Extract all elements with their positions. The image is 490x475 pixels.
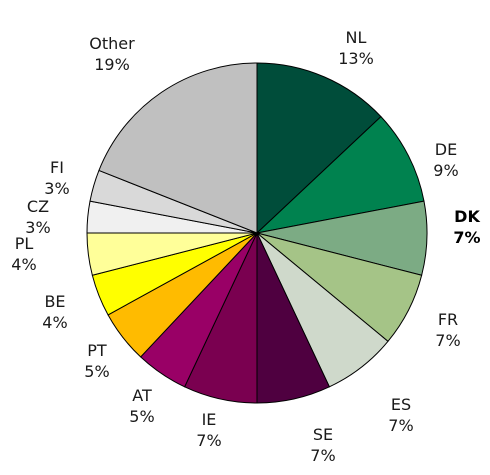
pie-label-percent: 3% [44,179,69,198]
pie-label-pl: PL 4% [11,234,36,274]
pie-label-other: Other 19% [89,34,135,74]
pie-label-country: DK [454,207,480,226]
pie-labels: NL 13% DE 9% DK 7% FR 7% ES 7% SE 7% IE 7% AT 5% PT 5% BE 4… [11,28,480,465]
pie-label-percent: 5% [84,362,109,381]
pie-slices [86,62,428,404]
pie-label-country: AT [132,386,152,405]
pie-label-country: SE [313,425,333,444]
pie-label-at: AT 5% [129,386,154,426]
pie-label-pt: PT 5% [84,341,109,381]
pie-label-fr: FR 7% [435,310,460,350]
pie-label-percent: 4% [42,313,67,332]
pie-label-dk: DK 7% [453,207,480,247]
pie-label-percent: 4% [11,255,36,274]
pie-label-percent: 7% [196,431,221,450]
pie-label-percent: 7% [453,228,480,247]
pie-label-country: PL [15,234,34,253]
pie-label-percent: 9% [433,161,458,180]
pie-label-ie: IE 7% [196,410,221,450]
pie-label-percent: 7% [435,331,460,350]
pie-label-country: Other [89,34,135,53]
pie-label-nl: NL 13% [338,28,374,68]
pie-label-de: DE 9% [433,140,458,180]
pie-label-country: DE [435,140,457,159]
pie-label-percent: 19% [94,55,130,74]
pie-label-percent: 13% [338,49,374,68]
pie-label-country: NL [346,28,367,47]
pie-label-es: ES 7% [388,395,413,435]
pie-label-country: FR [438,310,458,329]
pie-label-country: FI [50,158,64,177]
pie-slice-nl [256,62,382,234]
pie-label-country: IE [202,410,217,429]
pie-label-country: PT [87,341,107,360]
pie-label-percent: 3% [25,218,50,237]
pie-label-cz: CZ 3% [25,197,50,237]
pie-label-country: CZ [27,197,49,216]
pie-label-country: ES [391,395,411,414]
pie-label-be: BE 4% [42,292,67,332]
pie-label-se: SE 7% [310,425,335,465]
pie-slice-de [256,116,425,234]
pie-label-percent: 5% [129,407,154,426]
pie-label-percent: 7% [388,416,413,435]
pie-slice-other [98,62,258,234]
pie-label-country: BE [44,292,65,311]
pie-label-percent: 7% [310,446,335,465]
pie-label-fi: FI 3% [44,158,69,198]
